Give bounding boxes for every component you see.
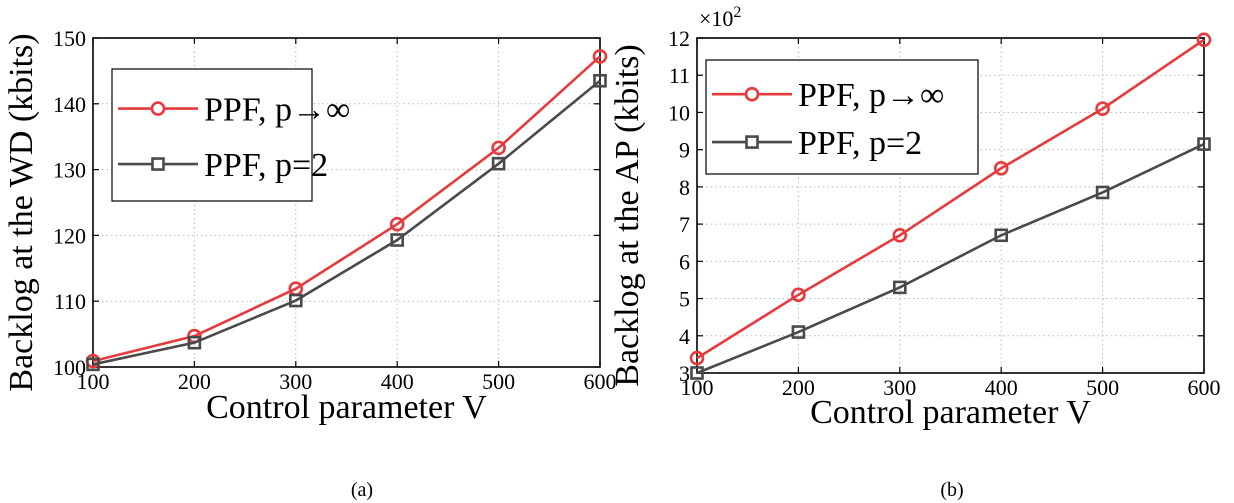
- legend: PPF, p→∞ PPF, p=2: [111, 68, 350, 202]
- legend-marker: [744, 86, 760, 102]
- x-tick-label: 600: [1188, 375, 1221, 400]
- data-point: [1095, 101, 1110, 117]
- data-point: [187, 335, 202, 350]
- y-tick-label: 8: [679, 175, 690, 200]
- data-point: [892, 227, 908, 243]
- y-tick-label: 150: [53, 26, 86, 51]
- y-multiplier: ×102: [699, 4, 741, 31]
- y-tick-label: 10: [668, 100, 690, 125]
- legend-box: [111, 68, 313, 202]
- x-tick-label: 300: [279, 369, 312, 394]
- series-ppf-p-2: [86, 73, 607, 372]
- data-point: [390, 233, 405, 247]
- data-point: [491, 140, 506, 156]
- legend-marker: [151, 157, 165, 171]
- series-line: [696, 142, 1205, 375]
- data-point: [791, 287, 806, 303]
- plot-frame: [92, 37, 601, 368]
- y-tick-label: 130: [53, 158, 86, 183]
- y-tick-label: 100: [53, 355, 86, 380]
- legend-marker: [150, 101, 166, 116]
- data-point: [791, 325, 806, 339]
- x-tick-label: 300: [883, 375, 916, 400]
- series-ppf-p-inf: [689, 32, 1212, 366]
- y-multiplier-exponent: 2: [733, 4, 741, 21]
- legend-label: PPF, p=2: [204, 147, 328, 184]
- figure-caption: (a): [351, 479, 373, 501]
- data-point: [690, 366, 704, 380]
- series-line: [92, 55, 601, 363]
- y-axis-label: Backlog at the AP (kbits): [609, 44, 646, 386]
- data-point: [288, 293, 303, 308]
- data-point: [1196, 32, 1212, 48]
- y-tick-label: 4: [679, 324, 690, 349]
- x-tick-label: 600: [584, 369, 617, 394]
- x-tick-label: 500: [1086, 375, 1119, 400]
- x-tick-label: 400: [985, 375, 1018, 400]
- legend-label: PPF, p→∞: [798, 77, 944, 114]
- data-point: [491, 156, 506, 171]
- series-line: [92, 79, 601, 366]
- y-tick-label: 120: [53, 223, 86, 248]
- x-tick-label: 200: [178, 369, 211, 394]
- y-tick-label: 5: [679, 287, 690, 312]
- data-point: [993, 160, 1009, 176]
- data-point: [1095, 185, 1110, 200]
- chart-b: 100 200 300 400 500 6003456789101112×102Contr…: [609, 4, 1221, 501]
- data-point: [389, 216, 405, 232]
- y-tick-label: 7: [679, 212, 690, 237]
- y-tick-label: 3: [679, 361, 690, 386]
- x-axis-label: Control parameter V: [810, 394, 1091, 431]
- x-tick-label: 200: [782, 375, 815, 400]
- series-ppf-p-2: [690, 137, 1211, 380]
- x-axis-label: Control parameter V: [206, 389, 487, 426]
- data-point: [592, 49, 608, 64]
- y-tick-label: 6: [679, 249, 690, 274]
- x-tick-label: 100: [77, 369, 110, 394]
- legend-label: PPF, p→∞: [204, 92, 350, 129]
- chart-a: 100 200 300 400 500 600 100 110 120 130 140 150 Cont…: [3, 26, 617, 501]
- data-point: [593, 73, 607, 88]
- y-tick-label: 110: [54, 289, 86, 314]
- y-tick-label: 140: [53, 92, 86, 117]
- data-point: [1197, 137, 1211, 151]
- series-line: [696, 38, 1205, 360]
- y-tick-label: 11: [669, 63, 690, 88]
- data-point: [994, 228, 1009, 243]
- y-axis-label: Backlog at the WD (kbits): [3, 33, 40, 391]
- legend-box: [705, 59, 979, 175]
- plot-frame: [696, 37, 1205, 374]
- legend-marker: [745, 135, 759, 149]
- x-tick-label: 500: [482, 369, 515, 394]
- y-tick-label: 12: [668, 26, 690, 51]
- legend: PPF, p→∞ PPF, p=2: [705, 59, 979, 175]
- legend-label: PPF, p=2: [798, 125, 922, 162]
- figure-caption: (b): [940, 479, 963, 501]
- data-point: [689, 350, 705, 366]
- x-tick-label: 400: [381, 369, 414, 394]
- data-point: [86, 357, 100, 372]
- data-point: [892, 280, 907, 295]
- y-tick-label: 9: [679, 138, 690, 163]
